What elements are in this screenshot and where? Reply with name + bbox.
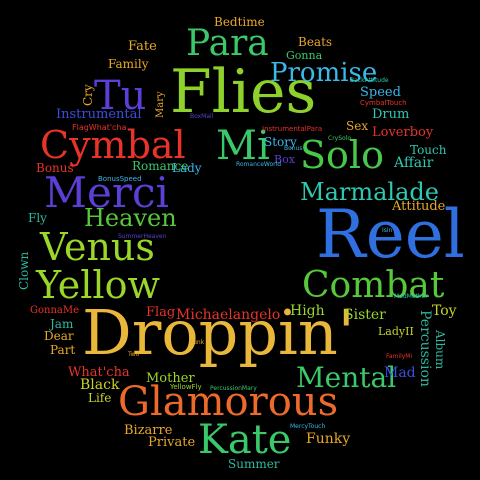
word-bonus: Bonus [36,161,74,175]
word-jam: Jam [50,317,74,331]
word-fly: Fly [28,211,47,225]
word-affair: Affair [394,155,434,171]
word-heaven: Heaven [84,204,177,232]
word-flies: Flies [170,57,317,127]
word-dear: Dear [44,329,74,343]
word-michaelangelo: Michaelangelo [176,307,281,323]
word-gonname: GonnaMe [30,305,80,316]
word-lady: Lady [172,161,202,175]
word-summer: Summer [228,457,280,471]
word-backattitude: BackAttitude [350,77,389,84]
word-romanceworld: RomanceWorld [236,161,282,168]
word-mercytouch: MercyTouch [290,423,326,430]
word-black: Black [80,377,120,393]
word-speed: Speed [360,85,401,100]
word-mary: Mary [155,91,166,118]
word-touch: Touch [410,143,447,157]
word-sex: Sex [346,119,369,133]
word-percussionmary: PercussionMary [210,385,257,392]
word-toy: Toy [432,303,457,319]
word-bonus-small: Bonus [284,145,303,152]
word-drum: Drum [372,107,410,122]
word-album: Album [433,330,447,370]
word-funk: Funk [190,339,205,346]
word-summerheaven: SummerHeaven [118,233,167,240]
word-fate: Fate [128,39,157,54]
word-mother: Mother [146,371,195,386]
word-solo: Solo [300,133,384,177]
word-private: Private [148,435,196,450]
word-merci: Merci [44,168,169,217]
word-cry: Cry [81,84,95,106]
word-flagwhatcha: FlagWhat'cha [72,123,127,132]
word-romance: Romance [132,159,189,173]
word-sister: Sister [344,307,386,323]
word-clown: Clown [17,251,31,290]
word-box: Box [274,153,295,166]
word-bizarre: Bizarre [124,423,173,438]
word-venus: Venus [40,225,155,269]
word-mental: Mental [296,361,397,394]
word-whatcha: What'cha [68,365,130,380]
word-reel: Reel [316,196,465,273]
word-crysolo: CrySolo [328,135,352,142]
word-ladyii: LadyII [378,325,414,338]
word-mad: Mad [384,365,416,381]
word-kate: Kate [198,417,292,463]
word-life: Life [88,391,112,405]
word-yellow: Yellow [36,263,160,307]
word-cymbal: Cymbal [40,123,186,167]
word-instrumentalpara: InstrumentalPara [262,125,323,133]
word-story: Story [264,135,297,149]
word-boxmail: BoxMail [190,113,214,120]
word-glamorous: Glamorous [118,379,339,425]
word-percussion: Percussion [417,310,433,387]
word-mi: Mi [216,123,270,169]
word-two: Two [128,351,140,358]
word-combat: Combat [302,265,445,306]
word-bonusspeed: BonusSpeed [98,175,142,183]
word-droppin: Droppin' [82,296,355,369]
word-instrumental: Instrumental [56,107,142,122]
word-gonna: Gonna [286,49,323,62]
word-cymbaltouch: CymbalTouch [360,99,407,107]
word-marmalade: Marmalade [300,178,439,206]
word-funky: Funky [306,431,351,447]
word-flag: Flag [146,305,176,320]
word-family: Family [108,57,149,71]
word-para: Para [186,23,269,64]
word-isin: Isin [382,227,393,234]
word-bedtime: Bedtime [214,15,265,29]
word-high: High [290,303,325,319]
word-tu: Tu [94,73,147,119]
word-familymi: FamilyMi [386,353,413,360]
word-beats: Beats [298,35,333,49]
word-madmother: MadMother [394,293,428,300]
word-attitude: Attitude [392,199,446,214]
word-loverboy: Loverboy [372,125,434,140]
word-promise: Promise [270,58,378,88]
word-yellowfly: YellowFly [170,383,202,391]
word-part: Part [50,343,76,357]
